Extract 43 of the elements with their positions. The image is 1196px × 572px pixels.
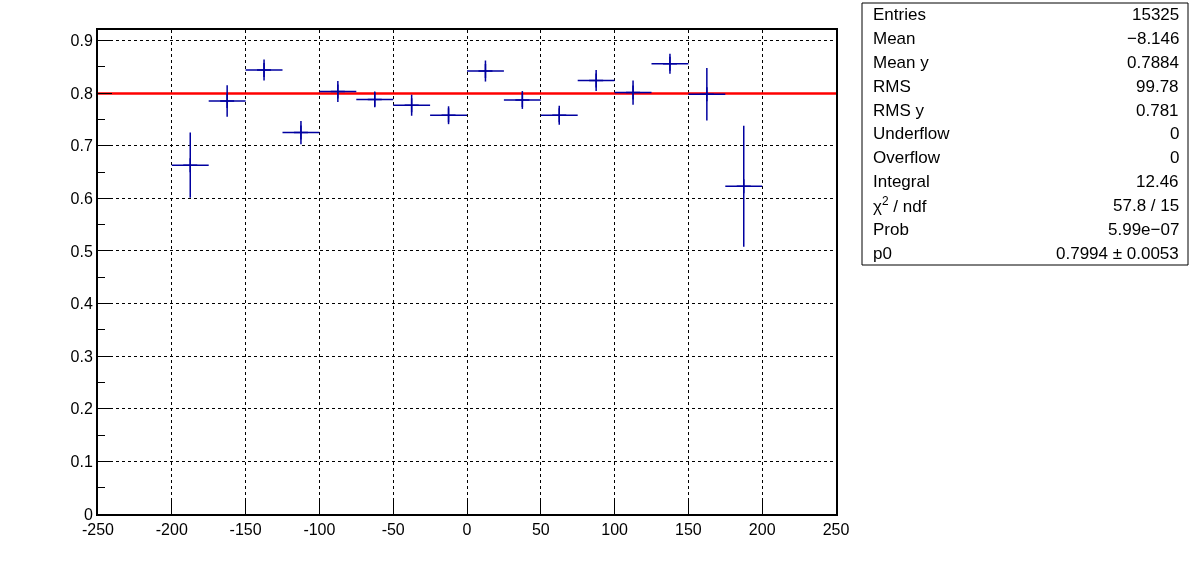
text: RMS <box>873 77 911 96</box>
y-tick-label: 0.9 <box>70 32 93 50</box>
text: 12.46 <box>1136 172 1179 191</box>
y-tick-label: 0.8 <box>70 84 93 102</box>
y-tick-label: 0.3 <box>70 347 93 365</box>
text: 99.78 <box>1136 77 1179 96</box>
y-tick-label: 0.2 <box>70 400 93 418</box>
x-tick-label: -150 <box>229 521 262 539</box>
y-tick-label: 0 <box>83 505 93 523</box>
text: 0 <box>1170 124 1180 143</box>
x-tick-label: 100 <box>601 521 629 539</box>
text: 15325 <box>1132 5 1180 24</box>
y-tick-label: 0.6 <box>70 189 93 207</box>
x-tick-label: -100 <box>303 521 336 539</box>
y-tick-label: 0.1 <box>70 452 93 470</box>
text: Mean y <box>873 53 930 72</box>
text: 0.7884 <box>1127 53 1179 72</box>
text: χ$^{2}$ / ndf <box>873 194 927 217</box>
x-tick-label: 250 <box>822 521 850 539</box>
text: p0 <box>873 244 892 263</box>
x-tick-label: 0 <box>462 521 472 539</box>
text: RMS y <box>873 101 925 120</box>
y-tick-label: 0.5 <box>70 242 93 260</box>
text: 0 <box>1170 148 1180 167</box>
text: Mean <box>873 29 916 48</box>
text: Prob <box>873 220 909 239</box>
x-tick-label: -50 <box>381 521 405 539</box>
text: 57.8 / 15 <box>1113 196 1180 215</box>
text: Integral <box>873 172 930 191</box>
y-tick-label: 0.7 <box>70 137 93 155</box>
y-tick-label: 0.4 <box>70 295 93 313</box>
x-tick-label: 50 <box>531 521 550 539</box>
text: 5.99e−07 <box>1108 220 1180 239</box>
text: Underflow <box>873 124 951 143</box>
x-tick-label: -250 <box>81 521 115 539</box>
x-tick-label: 200 <box>748 521 776 539</box>
text: Overflow <box>873 148 941 167</box>
x-tick-label: -200 <box>155 521 188 539</box>
text: −8.146 <box>1127 29 1180 48</box>
text: Entries <box>873 5 926 24</box>
text: 0.7994 ± 0.0053 <box>1056 244 1179 263</box>
x-tick-label: 150 <box>675 521 702 539</box>
text: 0.781 <box>1136 101 1179 120</box>
